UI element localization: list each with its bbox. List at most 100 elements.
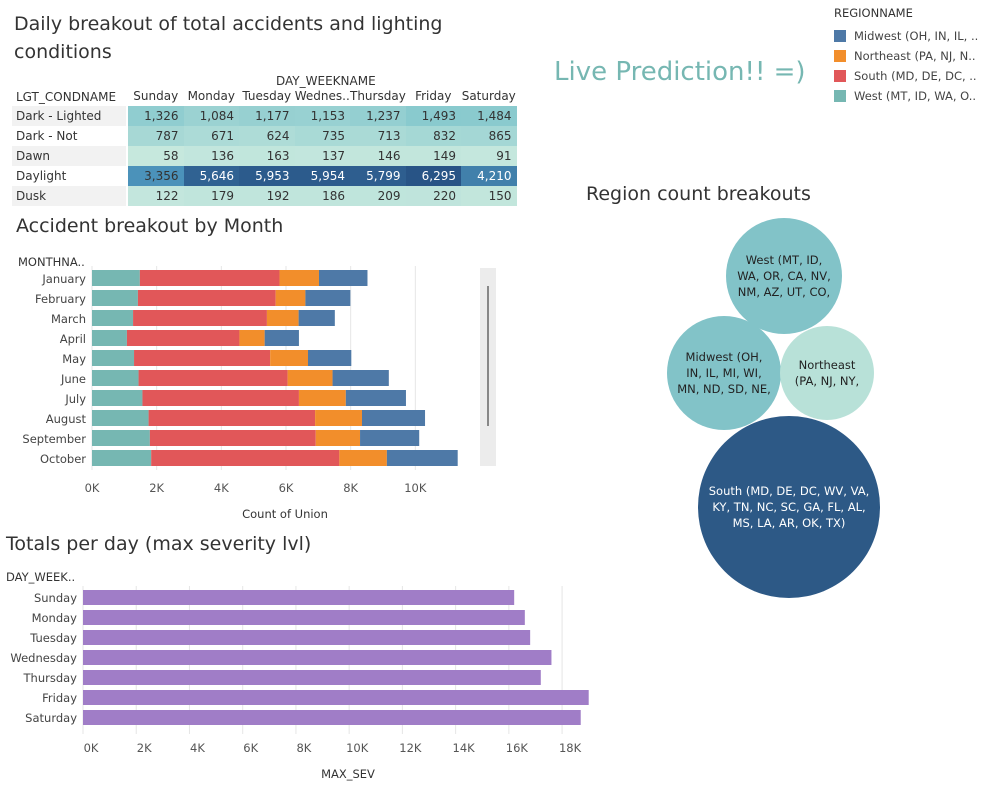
day-x-tick: 0K bbox=[84, 741, 99, 755]
legend-label: South (MD, DE, DC, .. bbox=[854, 69, 977, 83]
month-category-label: August bbox=[46, 412, 87, 426]
month-bar-segment-south[interactable] bbox=[139, 270, 280, 286]
day-bar[interactable] bbox=[83, 630, 531, 645]
month-x-tick: 6K bbox=[279, 481, 294, 495]
legend-title: REGIONNAME bbox=[834, 6, 913, 20]
month-bar-segment-midwest[interactable] bbox=[360, 430, 420, 446]
month-bar-segment-west[interactable] bbox=[92, 310, 134, 326]
month-bar-segment-west[interactable] bbox=[92, 370, 139, 386]
legend-item[interactable]: West (MT, ID, WA, O.. bbox=[834, 86, 994, 106]
legend-swatch bbox=[834, 90, 846, 102]
bubble-label-south: KY, TN, NC, SC, GA, FL, AL, bbox=[712, 500, 865, 514]
table-cell: 6,295 bbox=[405, 166, 461, 186]
bubble-label-south: MS, LA, AR, OK, TX) bbox=[733, 516, 846, 530]
legend-item[interactable]: Northeast (PA, NJ, N.. bbox=[834, 46, 994, 66]
month-category-label: July bbox=[64, 392, 86, 406]
month-bar-segment-south[interactable] bbox=[138, 370, 288, 386]
month-bar-segment-west[interactable] bbox=[92, 270, 140, 286]
month-bar-segment-northeast[interactable] bbox=[315, 430, 361, 446]
day-x-tick: 8K bbox=[296, 741, 311, 755]
month-chart-scrollbar-thumb[interactable] bbox=[487, 286, 489, 426]
table-cell: 1,237 bbox=[350, 106, 406, 126]
day-bar[interactable] bbox=[83, 610, 525, 625]
month-bar-segment-northeast[interactable] bbox=[287, 370, 333, 386]
bubble-label-midwest: MN, ND, SD, NE, bbox=[677, 382, 771, 396]
month-category-label: March bbox=[51, 312, 86, 326]
table-cell: 832 bbox=[405, 126, 461, 146]
legend-label: Midwest (OH, IN, IL, .. bbox=[854, 29, 979, 43]
month-x-axis-label: Count of Union bbox=[242, 507, 328, 521]
table-title: Daily breakout of total accidents and li… bbox=[14, 13, 443, 63]
day-x-tick: 2K bbox=[137, 741, 152, 755]
month-bar-segment-west[interactable] bbox=[92, 350, 135, 366]
month-bar-segment-west[interactable] bbox=[92, 430, 150, 446]
month-bar-segment-south[interactable] bbox=[134, 350, 271, 366]
table-cell: 186 bbox=[294, 186, 350, 206]
month-bar-segment-midwest[interactable] bbox=[305, 290, 351, 306]
month-bar-segment-midwest[interactable] bbox=[307, 350, 352, 366]
day-bar[interactable] bbox=[83, 670, 541, 685]
table-row-label: Dark - Not Lighted bbox=[12, 126, 126, 163]
month-bar-segment-northeast[interactable] bbox=[339, 450, 387, 466]
month-bar-segment-midwest[interactable] bbox=[264, 330, 299, 346]
day-bar[interactable] bbox=[83, 690, 589, 705]
month-bar-segment-south[interactable] bbox=[142, 390, 299, 406]
bubble-northeast[interactable] bbox=[780, 326, 874, 420]
table-cell: 713 bbox=[350, 126, 406, 146]
legend-item[interactable]: Midwest (OH, IN, IL, .. bbox=[834, 26, 994, 46]
table-cell: 150 bbox=[461, 186, 517, 206]
table-col-header: Thursday bbox=[350, 89, 406, 103]
month-chart: 0K 2K 4K 6K 8K 10K January February March April Ma… bbox=[22, 266, 458, 521]
bubble-label-west: WA, OR, CA, NV, bbox=[737, 269, 831, 283]
day-bar[interactable] bbox=[83, 710, 581, 725]
day-x-tick: 12K bbox=[399, 741, 422, 755]
month-bar-segment-midwest[interactable] bbox=[345, 390, 406, 406]
month-bar-segment-midwest[interactable] bbox=[386, 450, 458, 466]
legend-item[interactable]: South (MD, DE, DC, .. bbox=[834, 66, 994, 86]
month-chart-scrollbar[interactable] bbox=[480, 268, 496, 466]
month-chart-ylabel: MONTHNA.. bbox=[18, 255, 85, 269]
table-column-header: DAY_WEEKNAME bbox=[276, 74, 376, 88]
month-bar-segment-midwest[interactable] bbox=[361, 410, 426, 426]
month-x-tick: 8K bbox=[343, 481, 358, 495]
table-cell: 163 bbox=[239, 146, 295, 166]
month-bar-segment-northeast[interactable] bbox=[239, 330, 265, 346]
month-bar-segment-midwest[interactable] bbox=[332, 370, 389, 386]
month-bar-segment-west[interactable] bbox=[92, 390, 143, 406]
month-bar-segment-midwest[interactable] bbox=[298, 310, 335, 326]
day-bar[interactable] bbox=[83, 650, 552, 665]
table-cell: 58 bbox=[128, 146, 184, 166]
table-cell: 4,210 bbox=[461, 166, 517, 186]
month-bar-segment-northeast[interactable] bbox=[275, 290, 306, 306]
table-cell: 149 bbox=[405, 146, 461, 166]
bubble-chart: West (MT, ID, WA, OR, CA, NV, NM, AZ, UT, … bbox=[667, 218, 880, 598]
month-bar-segment-south[interactable] bbox=[126, 330, 240, 346]
day-bar[interactable] bbox=[83, 590, 515, 605]
month-bar-segment-northeast[interactable] bbox=[315, 410, 362, 426]
bubble-midwest[interactable] bbox=[667, 316, 781, 430]
table-cell: 1,084 bbox=[183, 106, 239, 126]
month-bar-segment-south[interactable] bbox=[133, 310, 267, 326]
month-bar-segment-northeast[interactable] bbox=[266, 310, 299, 326]
month-bar-segment-northeast[interactable] bbox=[270, 350, 308, 366]
day-category-label: Sunday bbox=[34, 591, 77, 605]
table-cell: 1,493 bbox=[405, 106, 461, 126]
month-bar-segment-midwest[interactable] bbox=[318, 270, 368, 286]
month-bar-segment-south[interactable] bbox=[151, 450, 340, 466]
table-cell: 1,484 bbox=[461, 106, 517, 126]
month-bar-segment-south[interactable] bbox=[137, 290, 276, 306]
table-row-label: Daylight bbox=[12, 166, 126, 186]
day-x-tick: 16K bbox=[506, 741, 529, 755]
heatmap-table: Sunday Monday Tuesday Wednes.. Thursday Frida… bbox=[12, 88, 524, 208]
month-bar-segment-northeast[interactable] bbox=[279, 270, 319, 286]
month-bar-segment-south[interactable] bbox=[148, 410, 316, 426]
month-bar-segment-west[interactable] bbox=[92, 290, 138, 306]
month-bar-segment-west[interactable] bbox=[92, 410, 149, 426]
bubble-west[interactable] bbox=[726, 218, 842, 334]
month-bar-segment-west[interactable] bbox=[92, 450, 152, 466]
month-bar-segment-northeast[interactable] bbox=[298, 390, 346, 406]
table-cell: 3,356 bbox=[128, 166, 184, 186]
month-bar-segment-west[interactable] bbox=[92, 330, 127, 346]
bubble-south[interactable] bbox=[698, 416, 880, 598]
month-bar-segment-south[interactable] bbox=[149, 430, 316, 446]
